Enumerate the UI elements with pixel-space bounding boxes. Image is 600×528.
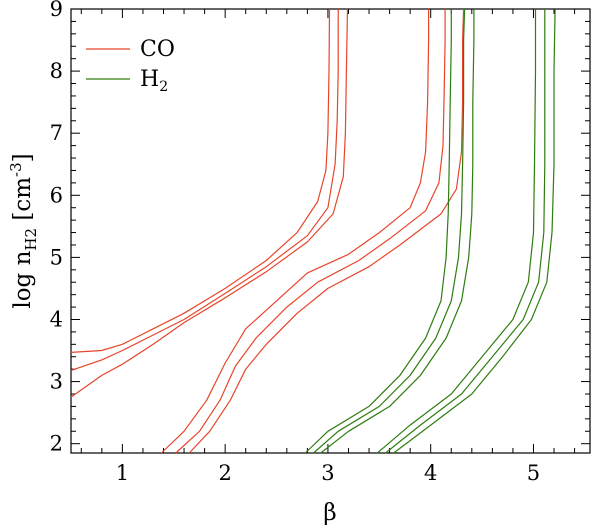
- x-tick-label: 5: [527, 461, 540, 485]
- series-line-co-2: [70, 8, 349, 398]
- legend-label-co: CO: [140, 37, 175, 62]
- legend-label-h2: H2: [140, 67, 168, 95]
- series-line-h2-7: [313, 8, 466, 454]
- tick-labels: 1 2 3 4 5 2 3 4 5 6 7 8 9: [50, 0, 541, 485]
- series-line-h2-11: [393, 8, 556, 454]
- y-axis-label-unit-close: ]: [10, 153, 36, 162]
- legend: CO H2: [86, 37, 175, 95]
- x-tick-label: 4: [424, 461, 437, 485]
- series-line-h2-6: [304, 9, 452, 454]
- y-tick-label: 2: [50, 432, 63, 456]
- y-axis-label-main: log n: [10, 250, 36, 308]
- y-tick-label: 3: [50, 370, 63, 394]
- y-axis-label-subscript: H2: [22, 228, 40, 251]
- x-tick-label: 2: [218, 461, 231, 485]
- x-tick-label: 1: [116, 461, 129, 485]
- series-line-co-0: [70, 8, 331, 353]
- y-axis-label-unit-open: [cm: [10, 177, 36, 228]
- x-tick-label: 3: [321, 461, 334, 485]
- series-line-h2-9: [376, 9, 537, 454]
- legend-label-h2-subscript: 2: [159, 79, 168, 95]
- y-tick-label: 8: [50, 59, 63, 83]
- y-tick-label: 6: [50, 183, 63, 207]
- y-tick-label: 9: [50, 0, 63, 21]
- series-line-h2-10: [385, 9, 546, 454]
- series-line-co-4: [175, 9, 446, 454]
- x-axis-label: β: [323, 500, 336, 526]
- y-tick-label: 7: [50, 121, 63, 145]
- legend-label-h2-main: H: [140, 67, 159, 92]
- series-line-co-3: [160, 9, 430, 454]
- series-line-co-1: [70, 9, 339, 371]
- y-tick-label: 4: [50, 307, 63, 331]
- y-axis-label-unit-sup: -3: [7, 162, 25, 177]
- y-axis-label: log nH2 [cm-3]: [7, 153, 40, 308]
- series-line-co-5: [188, 8, 465, 454]
- y-tick-label: 5: [50, 245, 63, 269]
- series-layer: [70, 8, 556, 454]
- series-line-h2-8: [320, 9, 475, 454]
- plot-frame: [70, 8, 591, 454]
